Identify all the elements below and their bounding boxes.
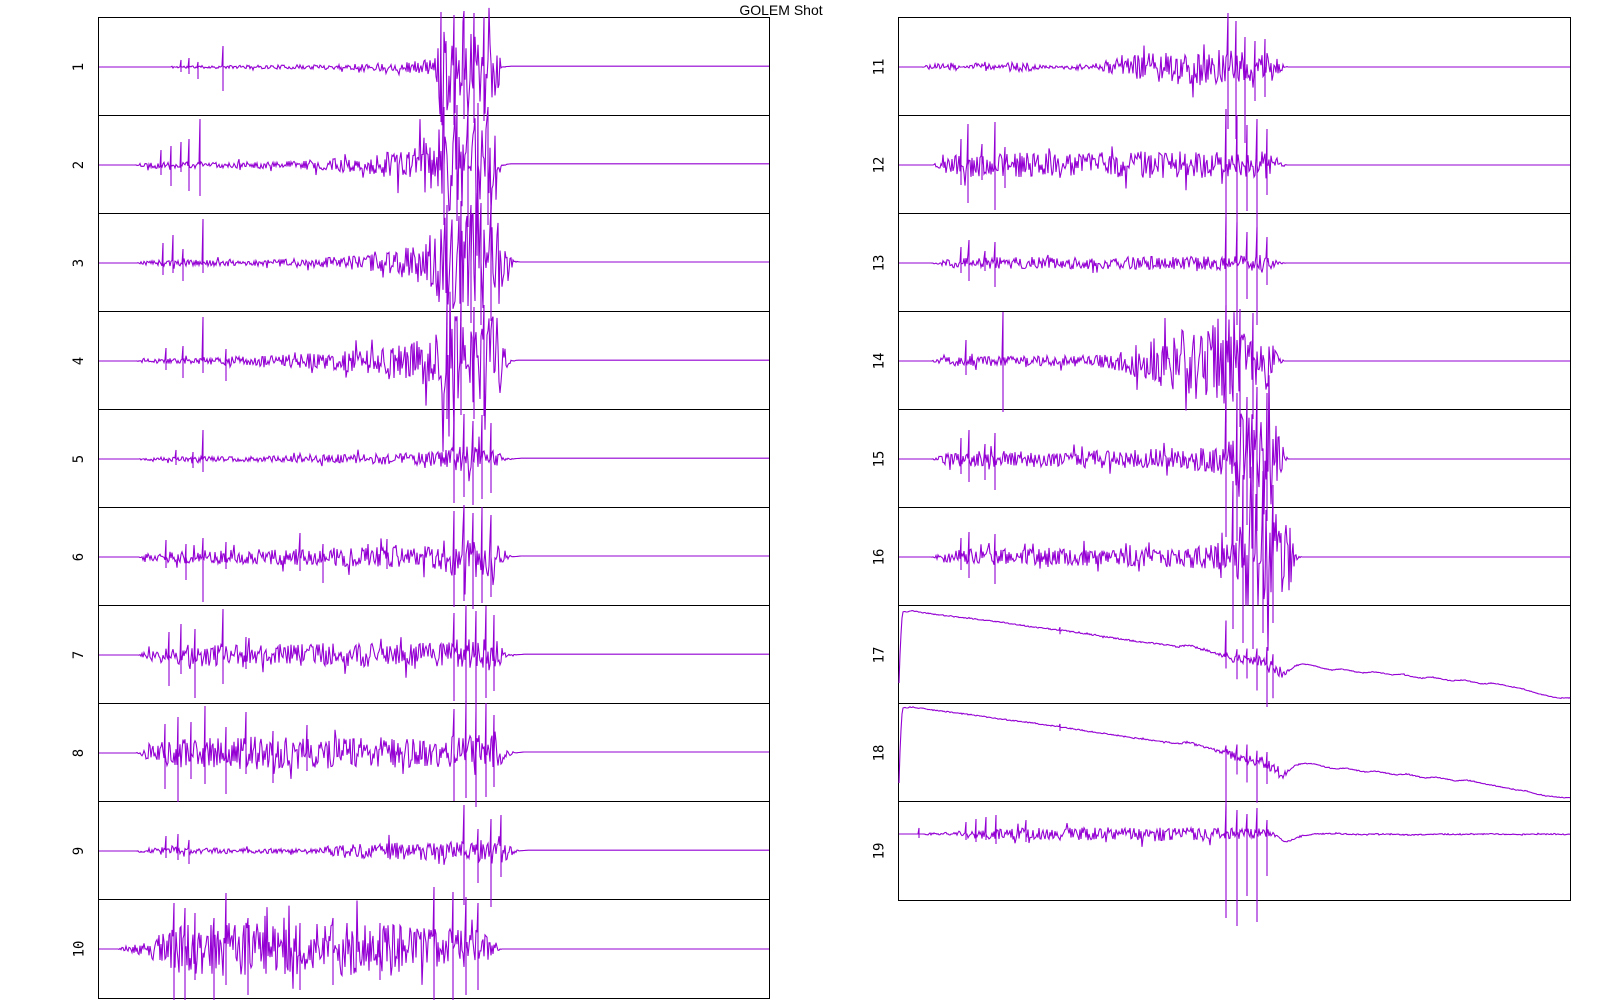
channel-label: 6 — [63, 508, 95, 606]
channel-label-text: 15 — [870, 450, 887, 468]
channel-label-text: 14 — [870, 352, 887, 370]
channel-label: 16 — [863, 508, 895, 606]
channel-label-text: 6 — [71, 552, 87, 562]
channel-label-text: 3 — [71, 258, 87, 268]
waveform-panel: 2 — [71, 102, 769, 256]
channel-label: 11 — [863, 18, 895, 116]
channel-label: 12 — [863, 116, 895, 214]
waveform-panel: 4 — [71, 291, 769, 452]
trace-path — [899, 803, 1571, 926]
waveform-panel: 3 — [71, 193, 769, 325]
trace-path — [99, 700, 769, 807]
trace-path — [99, 804, 769, 907]
channel-label-text: 1 — [71, 62, 87, 72]
channel-label-text: 4 — [71, 356, 87, 366]
waveform-trace — [899, 304, 1570, 427]
channel-label: 5 — [63, 410, 95, 508]
waveform-trace — [99, 604, 769, 707]
trace-path — [899, 304, 1570, 427]
waveform-trace — [99, 700, 769, 807]
channel-label-text: 11 — [870, 58, 887, 76]
trace-path — [899, 466, 1570, 651]
channel-label: 2 — [63, 116, 95, 214]
waveform-panel: 10 — [71, 886, 769, 1000]
trace-path — [99, 604, 769, 707]
channel-label: 9 — [63, 802, 95, 900]
trace-path — [899, 216, 1570, 325]
channel-label-text: 7 — [71, 650, 87, 660]
channel-label-text: 19 — [870, 842, 887, 860]
channel-label: 14 — [863, 312, 895, 410]
channel-label-text: 8 — [71, 748, 87, 758]
waveform-panel: 13 — [871, 214, 1570, 325]
trace-path — [99, 193, 769, 325]
waveform-trace — [99, 102, 769, 256]
channel-label: 18 — [863, 704, 895, 802]
channel-label: 3 — [63, 214, 95, 312]
trace-path — [898, 706, 1571, 814]
trace-path — [99, 504, 769, 609]
trace-path — [899, 108, 1570, 243]
waveform-panel: 5 — [71, 410, 769, 508]
waveform-panel: 6 — [71, 504, 769, 609]
channel-label: 10 — [63, 900, 95, 998]
channel-label-text: 16 — [870, 548, 887, 566]
waveform-trace — [899, 375, 1570, 541]
channel-label: 8 — [63, 704, 95, 802]
waveform-trace — [99, 193, 769, 325]
channel-label-text: 13 — [870, 254, 887, 272]
waveform-panel: 7 — [71, 604, 769, 707]
trace-path — [899, 375, 1570, 541]
waveform-panel: 19 — [871, 802, 1571, 926]
waveform-panel: 9 — [71, 802, 769, 907]
waveform-trace — [99, 804, 769, 907]
channel-label: 15 — [863, 410, 895, 508]
waveform-panel: 11 — [871, 12, 1570, 143]
waveform-trace — [898, 706, 1571, 814]
channel-label-text: 17 — [870, 646, 887, 664]
waveform-trace — [99, 7, 769, 126]
waveform-panel: 16 — [871, 466, 1570, 651]
waveform-panel: 8 — [71, 700, 769, 807]
waveform-trace — [898, 610, 1571, 707]
trace-path — [899, 12, 1570, 143]
trace-path — [99, 291, 769, 452]
channel-label: 1 — [63, 18, 95, 116]
channel-label-text: 2 — [71, 160, 87, 170]
waveform-trace — [899, 216, 1570, 325]
channel-label: 13 — [863, 214, 895, 312]
waveform-panel: 15 — [871, 375, 1570, 541]
channel-label-text: 12 — [870, 156, 887, 174]
waveform-panel: 12 — [871, 108, 1570, 243]
waveform-trace — [99, 886, 769, 1000]
waveform-trace — [899, 12, 1570, 143]
waveform-trace — [899, 108, 1570, 243]
waveform-trace — [899, 466, 1570, 651]
trace-path — [99, 102, 769, 256]
waveform-trace — [899, 803, 1571, 926]
chart-title: GOLEM Shot — [739, 2, 823, 18]
waveform-trace — [99, 291, 769, 452]
trace-path — [99, 7, 769, 126]
trace-path — [898, 610, 1571, 707]
waveform-panel: 18 — [871, 704, 1571, 814]
waveform-panel: 1 — [71, 7, 769, 126]
waveform-panel: 17 — [871, 606, 1571, 707]
waveform-panel: 14 — [871, 304, 1570, 427]
waveform-trace — [99, 413, 769, 505]
channel-label: 19 — [863, 802, 895, 900]
channel-label-text: 9 — [71, 846, 87, 856]
channel-label-text: 18 — [870, 744, 887, 762]
channel-label: 17 — [863, 606, 895, 704]
trace-path — [99, 886, 769, 1000]
channel-label: 4 — [63, 312, 95, 410]
channel-label-text: 5 — [71, 454, 87, 464]
channel-label-text: 10 — [70, 940, 87, 958]
waveform-trace — [99, 504, 769, 609]
trace-path — [99, 413, 769, 505]
waveform-column-right: 11 12 13 14 15 16 17 18 19 — [871, 12, 1571, 926]
waveform-column-left: 1 2 3 4 5 6 7 8 9 10 — [71, 7, 770, 1000]
channel-label: 7 — [63, 606, 95, 704]
